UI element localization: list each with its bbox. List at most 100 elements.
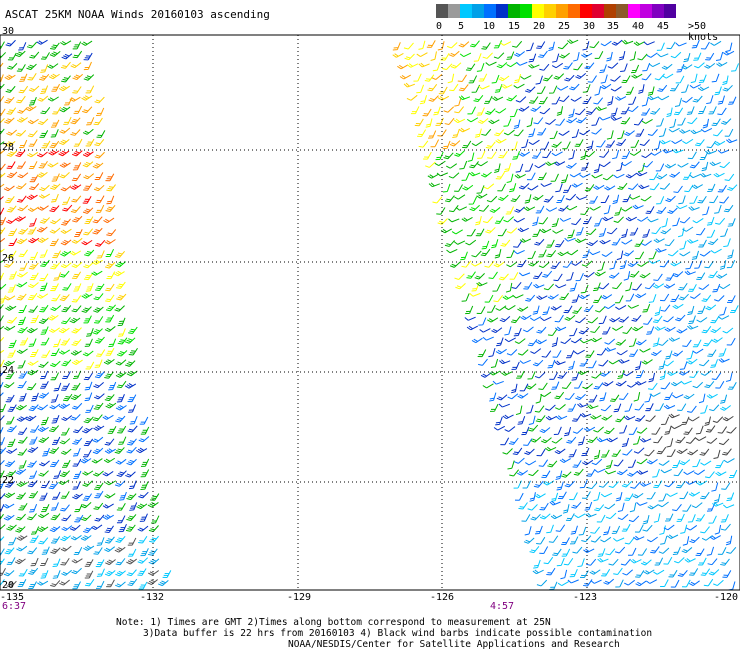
wind-barb — [18, 460, 27, 469]
wind-barb — [40, 52, 50, 60]
wind-barb — [476, 161, 488, 167]
wind-barb — [719, 161, 731, 169]
wind-barb — [616, 250, 624, 261]
wind-barb — [18, 316, 26, 326]
wind-barb — [506, 227, 518, 234]
wind-barb — [38, 392, 50, 399]
wind-barb — [562, 260, 573, 268]
wind-barb — [679, 240, 687, 250]
wind-barb — [651, 226, 662, 235]
wind-barb — [682, 504, 692, 512]
wind-barb — [453, 240, 466, 245]
wind-barb — [0, 141, 5, 147]
wind-barb — [704, 416, 711, 426]
wind-barb — [104, 326, 116, 332]
wind-barb — [0, 248, 5, 255]
wind-barb — [552, 53, 560, 63]
wind-barb — [49, 140, 60, 149]
wind-barb — [574, 380, 583, 389]
wind-barb — [711, 372, 722, 380]
wind-barb — [631, 314, 642, 322]
wind-barb — [474, 272, 485, 280]
wind-barb — [575, 72, 587, 79]
wind-barb — [50, 283, 59, 292]
wind-barb — [642, 303, 651, 313]
wind-barb — [617, 182, 628, 190]
wind-barb — [664, 239, 675, 247]
wind-barb — [535, 415, 546, 423]
wind-barb — [538, 96, 548, 105]
wind-barb — [545, 446, 557, 452]
wind-barb — [536, 579, 548, 587]
wind-barb — [561, 548, 571, 557]
wind-barb — [18, 392, 27, 402]
wind-barb — [60, 545, 72, 552]
wind-barb — [50, 394, 59, 403]
wind-barb — [106, 229, 117, 237]
wind-barb — [643, 41, 655, 46]
wind-barb — [73, 283, 82, 292]
wind-barb — [148, 570, 160, 576]
wind-barb — [556, 106, 564, 116]
wind-barb — [58, 403, 70, 409]
wind-barb — [392, 53, 404, 58]
wind-barb — [27, 72, 37, 81]
wind-barb — [602, 216, 614, 222]
wind-barb — [442, 183, 451, 193]
wind-barb — [547, 460, 558, 468]
wind-barb — [647, 504, 659, 510]
wind-barb — [637, 548, 648, 556]
wind-barb — [73, 470, 82, 480]
wind-barb — [94, 482, 104, 491]
wind-barb — [0, 128, 5, 136]
wind-barb — [683, 470, 695, 475]
wind-barb — [689, 293, 701, 299]
swath-time-left: 6:37 — [2, 601, 27, 612]
wind-barb — [662, 148, 674, 154]
wind-barb — [488, 119, 500, 125]
wind-barb — [673, 468, 684, 477]
wind-barb — [446, 163, 458, 169]
wind-barb — [442, 63, 453, 71]
wind-barb — [581, 535, 592, 543]
wind-barb — [478, 85, 490, 90]
wind-barb — [0, 227, 6, 235]
wind-barb — [94, 393, 105, 400]
wind-barb — [707, 183, 716, 192]
wind-barb — [435, 117, 444, 126]
wind-barb — [610, 86, 622, 92]
wind-barb — [621, 480, 633, 488]
wind-barb — [577, 558, 585, 568]
wind-barb — [471, 337, 483, 344]
wind-barb — [668, 413, 680, 419]
wind-barb — [627, 382, 639, 388]
wind-barb — [633, 391, 641, 402]
wind-barb — [136, 503, 148, 510]
wind-barb — [60, 504, 70, 512]
wind-barb — [726, 546, 737, 554]
wind-barb — [494, 216, 504, 224]
wind-barb — [41, 140, 51, 149]
wind-barb — [653, 480, 663, 489]
wind-barb — [710, 315, 720, 324]
wind-barb — [583, 426, 596, 432]
wind-barb — [495, 108, 507, 114]
wind-barb — [60, 448, 72, 455]
wind-barb — [694, 260, 703, 269]
wind-barb — [572, 427, 584, 434]
wind-barb — [84, 578, 95, 587]
wind-barb — [416, 52, 428, 58]
wind-barb — [414, 118, 424, 127]
wind-barb — [428, 182, 440, 188]
wind-barb — [497, 183, 507, 192]
wind-barb — [17, 380, 27, 389]
wind-barb — [430, 51, 437, 61]
legend-label: 40 — [632, 21, 645, 32]
wind-barb — [676, 328, 688, 334]
wind-barb — [50, 262, 61, 270]
wind-barb — [114, 305, 125, 312]
wind-barb — [14, 558, 26, 565]
wind-barb — [70, 129, 81, 136]
wind-barb — [517, 470, 528, 476]
wind-barb — [27, 292, 38, 301]
